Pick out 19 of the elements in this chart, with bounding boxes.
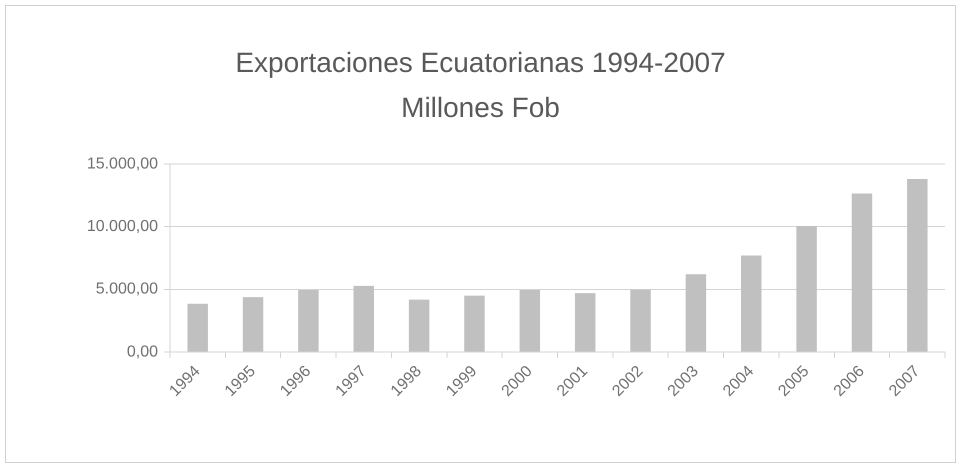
bar	[298, 290, 319, 352]
chart-title: Exportaciones Ecuatorianas 1994-2007 Millones Fob	[234, 46, 727, 125]
bar	[796, 226, 817, 352]
bar	[464, 296, 485, 352]
bar	[630, 290, 651, 352]
bar	[242, 297, 264, 352]
y-tick-label: 10.000,00	[86, 218, 158, 236]
bar	[187, 304, 208, 352]
bar	[574, 293, 596, 352]
bar	[354, 286, 374, 352]
bar	[741, 255, 762, 352]
bar	[907, 179, 928, 352]
y-tick-label: 5.000,00	[96, 280, 158, 298]
y-tick-label: 0,00	[126, 343, 158, 360]
bar	[686, 274, 706, 352]
bar	[520, 290, 540, 352]
y-tick-label: 15.000,00	[86, 155, 158, 172]
bar	[852, 193, 872, 352]
bar	[408, 300, 430, 352]
